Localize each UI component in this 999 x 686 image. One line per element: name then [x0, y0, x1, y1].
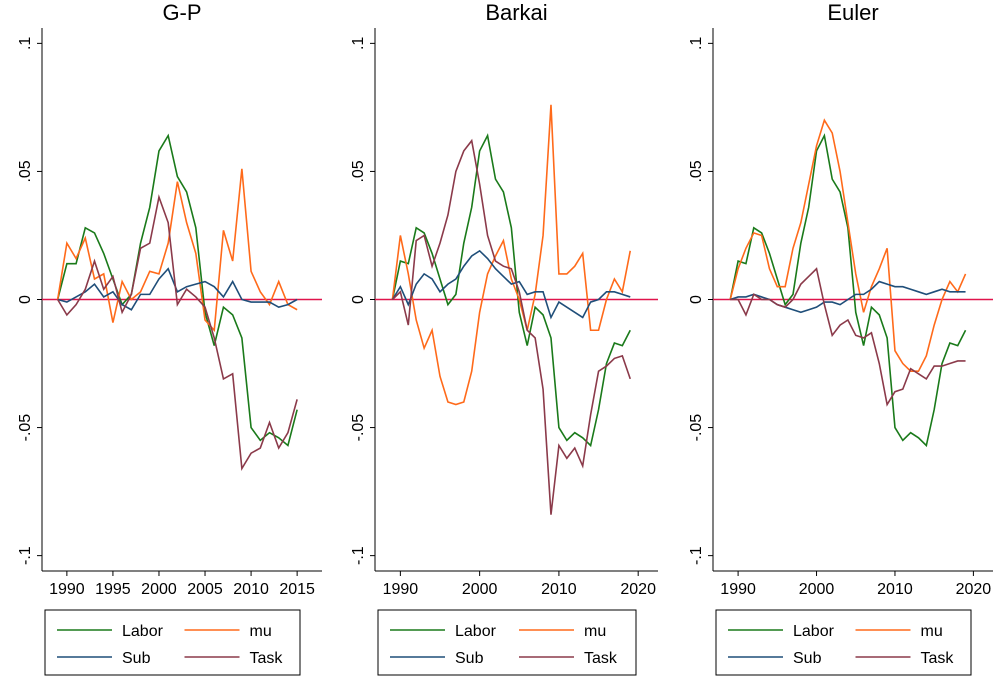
series-line [730, 280, 966, 314]
y-tick-label: -.1 [350, 546, 367, 565]
y-tick-label: 0 [17, 295, 34, 304]
x-tick-label: 2000 [141, 581, 177, 598]
x-tick-label: 1995 [95, 581, 131, 598]
y-tick-label: -.05 [350, 414, 367, 442]
x-tick-label: 2015 [279, 581, 315, 598]
legend-label: Sub [455, 650, 484, 667]
series-line [730, 267, 966, 407]
y-tick-label: .05 [350, 160, 367, 182]
x-tick-label: 2000 [462, 581, 498, 598]
series-line [57, 267, 298, 311]
panel-title: Euler [827, 0, 878, 25]
y-tick-label: -.05 [688, 414, 705, 442]
y-tick-label: .1 [350, 37, 367, 50]
series-line [391, 133, 631, 448]
x-tick-label: 2020 [620, 581, 656, 598]
legend-label: Task [584, 650, 618, 667]
legend-box [44, 609, 301, 676]
y-tick-label: .1 [17, 37, 34, 50]
y-tick-label: -.05 [17, 414, 34, 442]
y-tick-label: 0 [350, 295, 367, 304]
legend-label: mu [250, 623, 272, 640]
panel-title: G-P [162, 0, 201, 25]
x-tick-label: 2010 [233, 581, 269, 598]
x-tick-label: 1990 [720, 581, 756, 598]
legend-label: Sub [793, 650, 822, 667]
legend-label: mu [584, 623, 606, 640]
x-tick-label: 2010 [541, 581, 577, 598]
series-line [391, 104, 632, 406]
series-line [729, 118, 967, 373]
series-line [56, 194, 298, 472]
y-tick-label: -.1 [688, 546, 705, 565]
legend-box [377, 609, 637, 676]
y-tick-label: -.1 [17, 546, 34, 565]
y-tick-label: 0 [688, 295, 705, 304]
series-line [56, 168, 298, 333]
legend-box [715, 609, 972, 676]
y-tick-label: .1 [688, 37, 705, 50]
legend-label: Sub [122, 650, 151, 667]
panel-title: Barkai [485, 0, 547, 25]
series-line [56, 133, 298, 447]
series-line [391, 138, 632, 515]
legend-label: Labor [793, 623, 835, 640]
series-line [729, 133, 967, 448]
x-tick-label: 2000 [799, 581, 835, 598]
legend-label: Task [921, 650, 955, 667]
series-line [391, 249, 631, 320]
legend-label: Labor [122, 623, 164, 640]
legend-label: mu [921, 623, 943, 640]
x-tick-label: 1990 [49, 581, 85, 598]
x-tick-label: 2010 [877, 581, 913, 598]
x-tick-label: 2020 [956, 581, 992, 598]
y-tick-label: .05 [688, 160, 705, 182]
x-tick-label: 2005 [187, 581, 223, 598]
legend-label: Labor [455, 623, 497, 640]
x-tick-label: 1990 [383, 581, 419, 598]
legend-label: Task [250, 650, 284, 667]
y-tick-label: .05 [17, 160, 34, 182]
